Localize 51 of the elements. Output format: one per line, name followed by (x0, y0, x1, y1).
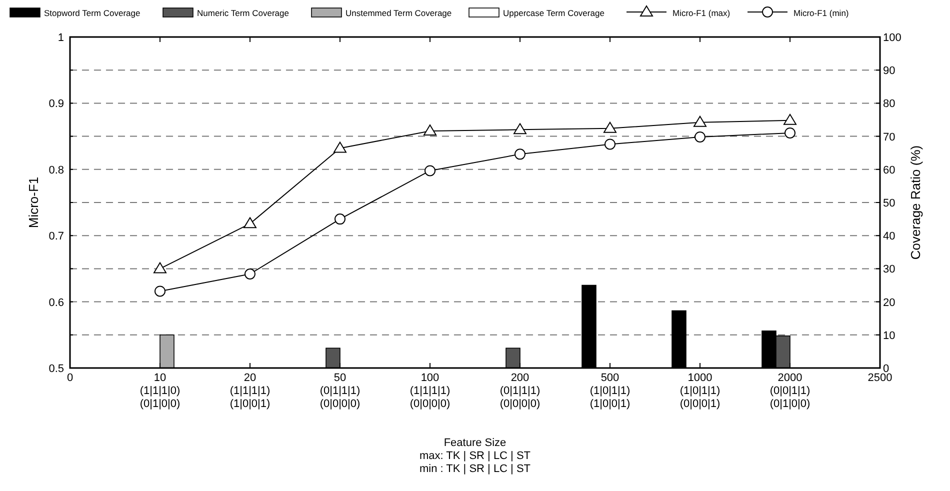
x-tick-label: 1000 (1|0|1|1) (0|0|0|1) (680, 372, 720, 410)
y2-tick-label: 100 (883, 32, 902, 44)
x-tick-label: 2500 (868, 372, 892, 384)
y2-tick-label: 40 (883, 230, 896, 243)
point (334, 214, 346, 225)
y2-tick-label: 70 (883, 131, 896, 144)
y2-tick-label: 10 (883, 330, 896, 342)
legend-label: Uppercase Term Coverage (503, 8, 605, 18)
y-tick-label: 0.5 (48, 363, 64, 375)
y-tick-label: 0.9 (48, 98, 64, 110)
y2-tick-label: 20 (883, 296, 896, 309)
point (244, 268, 256, 280)
y-tick-label: 1 (58, 32, 64, 44)
legend-label: Unstemmed Term Coverage (346, 8, 452, 18)
point (784, 127, 796, 138)
y2-tick-label: 30 (883, 264, 896, 276)
x-tick-label: 20 (1|1|1|1) (1|0|0|1) (230, 372, 270, 410)
point (514, 148, 526, 160)
point (694, 131, 706, 142)
legend-label: Micro-F1 (min) (794, 8, 849, 18)
legend-label: Micro-F1 (max) (672, 8, 730, 18)
x-tick-label: 10 (1|1|1|0) (0|1|0|0) (140, 372, 180, 410)
x-tick-label: 2000 (0|0|1|1) (0|1|0|0) (770, 372, 810, 410)
x-tick-label: 0 (66, 372, 74, 384)
point (334, 142, 346, 153)
point (784, 114, 796, 125)
x-axis-title: Feature Size max: TK | SR | LC | ST min : TK | SR | LC | ST (419, 437, 531, 475)
point (514, 123, 526, 134)
x-tick-label: 200 (0|1|1|1) (0|0|0|0) (500, 372, 540, 410)
x-tick-label: 500 (1|0|1|1) (1|0|0|1) (590, 372, 630, 410)
y-tick-label: 0.8 (48, 164, 64, 176)
y2-tick-label: 80 (883, 98, 896, 110)
point (694, 116, 706, 127)
point (424, 165, 436, 176)
point (154, 262, 166, 274)
point (424, 124, 436, 136)
y-tick-label: 0.6 (48, 296, 64, 309)
y2-axis-title: Coverage Ratio (%) (908, 145, 923, 260)
point (604, 122, 616, 133)
y-axis-title: Micro-F1 (26, 176, 41, 228)
legend-label: Stopword Term Coverage (44, 8, 140, 18)
y2-tick-label: 90 (883, 65, 896, 78)
y-tick-label: 0.7 (48, 230, 64, 243)
y2-tick-label: 60 (883, 164, 896, 176)
point (604, 138, 616, 150)
x-tick-label: 100 (1|1|1|1) (0|0|0|0) (410, 372, 450, 410)
point (244, 217, 256, 228)
legend-label: Numeric Term Coverage (197, 8, 290, 18)
point (154, 286, 166, 297)
y2-tick-label: 50 (883, 198, 896, 210)
x-tick-label: 50 (0|1|1|1) (0|0|0|0) (320, 372, 360, 410)
